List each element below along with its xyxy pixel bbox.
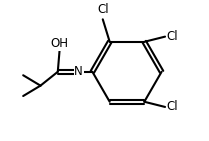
Text: Cl: Cl	[97, 3, 109, 16]
Text: OH: OH	[51, 37, 69, 50]
Text: Cl: Cl	[167, 100, 178, 114]
Text: N: N	[74, 65, 83, 78]
Text: Cl: Cl	[167, 30, 178, 43]
